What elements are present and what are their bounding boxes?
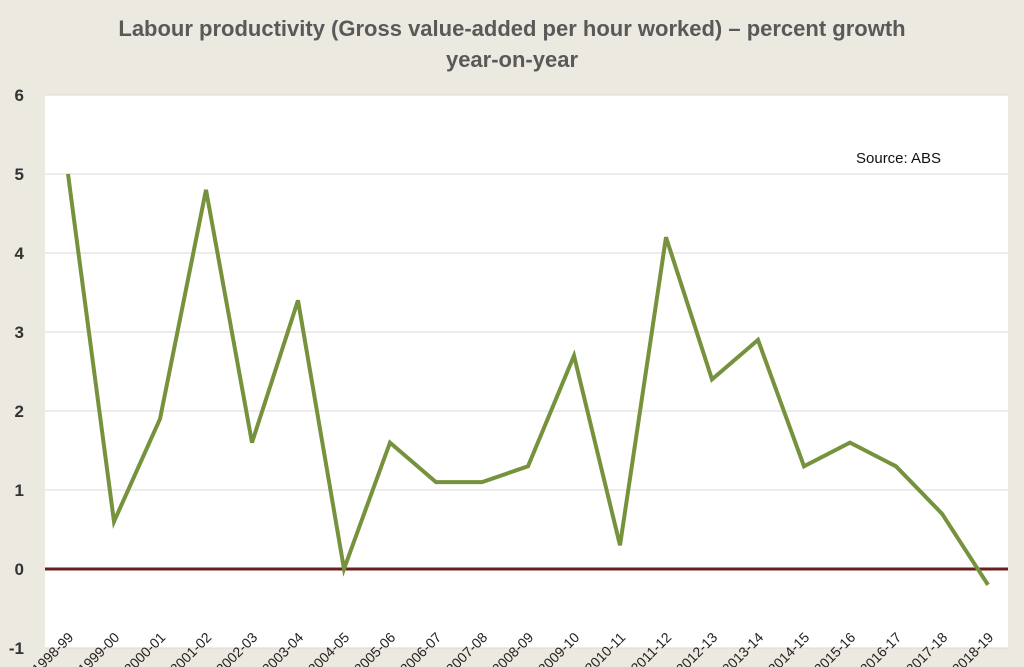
y-tick-label: -1 — [9, 639, 24, 658]
y-tick-label: 3 — [15, 323, 24, 342]
source-annotation: Source: ABS — [856, 150, 941, 167]
y-tick-label: 1 — [15, 481, 24, 500]
series-layer — [66, 173, 990, 586]
chart-title-line-1: Labour productivity (Gross value-added p… — [118, 16, 905, 41]
y-axis-ticks: -1 0 1 2 3 4 5 6 — [9, 86, 25, 658]
y-tick-label: 4 — [15, 244, 25, 263]
y-tick-label: 6 — [15, 86, 24, 105]
y-tick-label: 0 — [15, 560, 24, 579]
plot-area — [45, 95, 1008, 648]
y-tick-label: 2 — [15, 402, 24, 421]
y-tick-label: 5 — [15, 165, 24, 184]
chart-title-line-2: year-on-year — [446, 47, 579, 72]
gridlines — [45, 94, 1008, 649]
